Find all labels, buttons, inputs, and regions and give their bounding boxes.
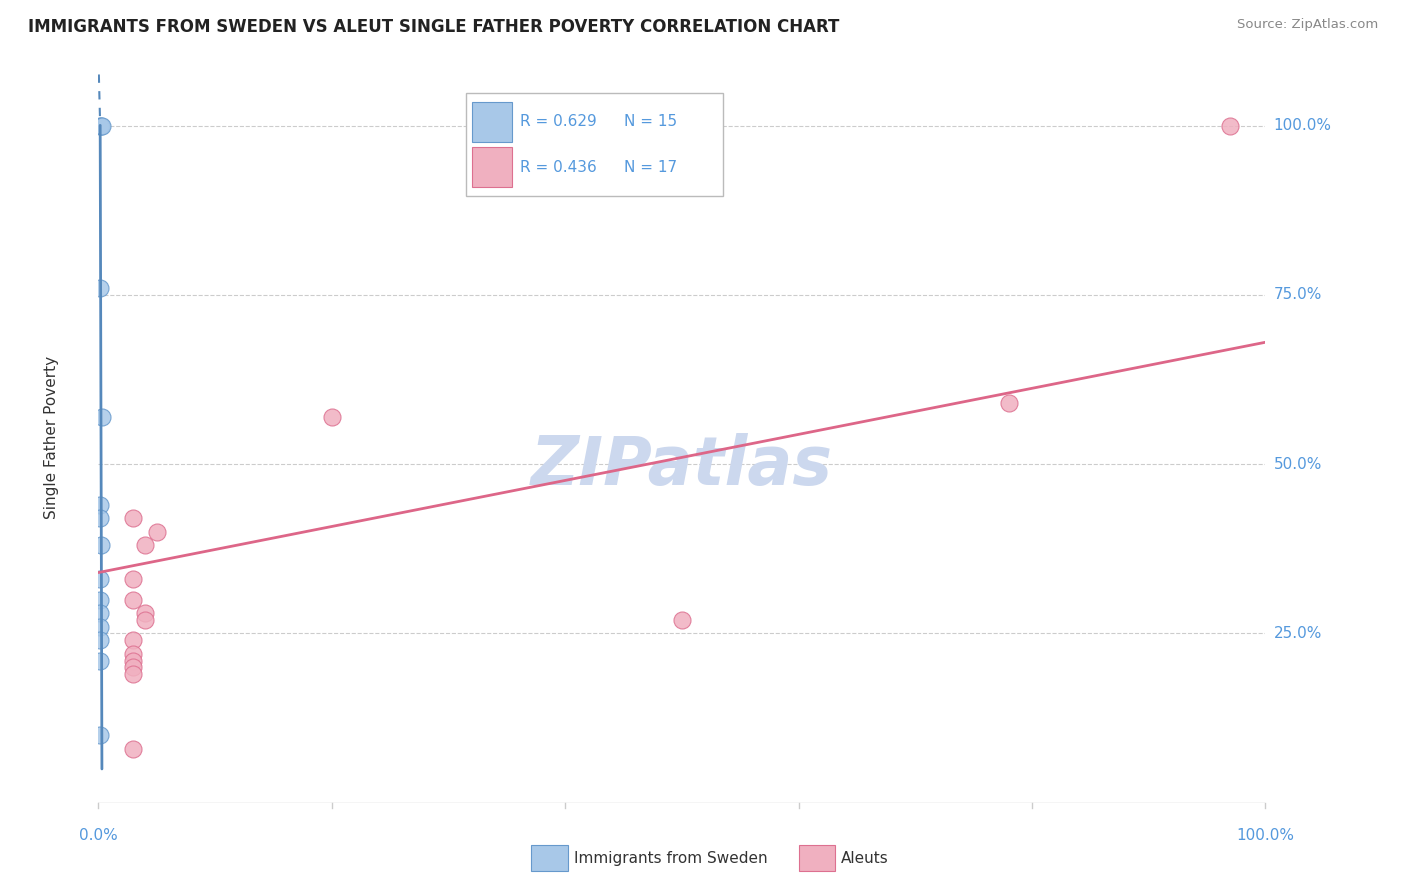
Point [997,396,1019,410]
Point [122,572,145,586]
Point [90,119,112,133]
Text: 100.0%: 100.0% [1274,118,1331,133]
Point [134,538,156,552]
Text: R = 0.436: R = 0.436 [520,160,596,175]
Text: N = 17: N = 17 [623,160,676,175]
Point [89,620,111,634]
Point [89,511,111,525]
Text: R = 0.629: R = 0.629 [520,114,596,129]
Point [89,498,111,512]
Point [122,667,145,681]
Point [90,538,112,552]
Point [122,654,145,668]
Text: 0.0%: 0.0% [79,828,118,843]
FancyBboxPatch shape [465,94,723,195]
Point [321,409,343,424]
Point [122,741,145,756]
Text: N = 15: N = 15 [623,114,676,129]
Point [134,606,156,620]
Point [89,606,111,620]
Point [89,592,111,607]
FancyBboxPatch shape [472,103,512,142]
Text: 50.0%: 50.0% [1274,457,1322,472]
Point [122,592,145,607]
Point [89,633,111,648]
Point [89,119,111,133]
Point [134,613,156,627]
Text: IMMIGRANTS FROM SWEDEN VS ALEUT SINGLE FATHER POVERTY CORRELATION CHART: IMMIGRANTS FROM SWEDEN VS ALEUT SINGLE F… [28,18,839,36]
Point [89,572,111,586]
Text: ZIPatlas: ZIPatlas [531,434,832,500]
Point [89,281,111,295]
Text: Single Father Poverty: Single Father Poverty [44,356,59,518]
Point [671,613,693,627]
Point [89,654,111,668]
Text: Source: ZipAtlas.com: Source: ZipAtlas.com [1237,18,1378,31]
Point [89,728,111,742]
Point [122,647,145,661]
Point [122,511,145,525]
Point [122,633,145,648]
FancyBboxPatch shape [472,147,512,186]
Text: 100.0%: 100.0% [1236,828,1295,843]
Point [90,119,112,133]
Point [146,524,169,539]
Text: Aleuts: Aleuts [841,851,889,865]
Text: 75.0%: 75.0% [1274,287,1322,302]
Point [90,409,112,424]
Text: 25.0%: 25.0% [1274,626,1322,641]
Text: Immigrants from Sweden: Immigrants from Sweden [574,851,768,865]
Point [1219,119,1241,133]
Point [122,660,145,674]
